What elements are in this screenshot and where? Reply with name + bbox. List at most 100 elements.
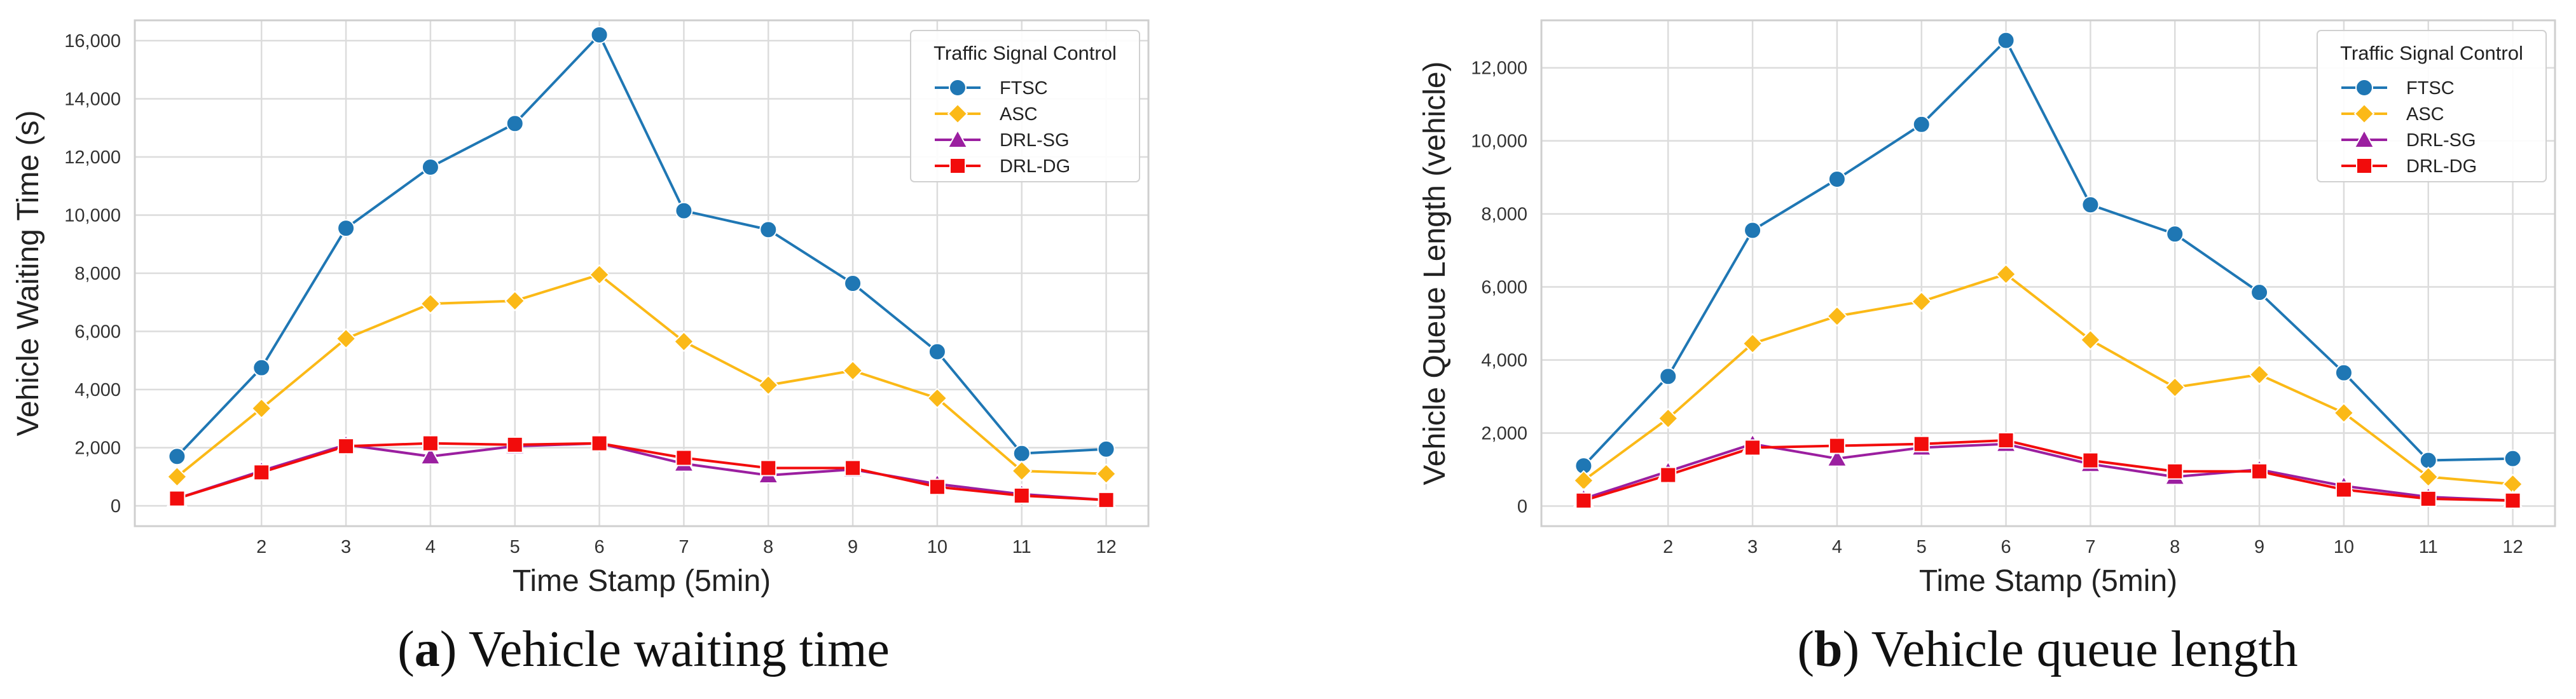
chart-a-y-tick-label: 12,000 bbox=[64, 147, 121, 168]
chart-a-point-ftsc bbox=[675, 203, 692, 219]
chart-a-y-tick-label: 2,000 bbox=[74, 438, 121, 458]
chart-b-point-ftsc bbox=[1744, 222, 1761, 238]
chart-b-legend-marker-ftsc bbox=[2356, 79, 2373, 96]
chart-b-x-tick-label: 2 bbox=[1663, 537, 1673, 557]
chart-a-x-tick-label: 10 bbox=[927, 537, 947, 557]
chart-b-point-ftsc bbox=[2336, 365, 2352, 381]
chart-a-point-drl-dg bbox=[676, 450, 691, 465]
chart-a-legend-marker-ftsc bbox=[949, 79, 966, 96]
chart-a-point-drl-dg bbox=[507, 437, 523, 452]
chart-a-x-tick-label: 4 bbox=[425, 537, 436, 557]
chart-a-y-tick-label: 4,000 bbox=[74, 380, 121, 400]
chart-b-x-tick-label: 3 bbox=[1747, 537, 1758, 557]
chart-a-y-tick-label: 14,000 bbox=[64, 90, 121, 110]
chart-a-point-ftsc bbox=[929, 344, 946, 360]
chart-b-legend-entry-drl-sg: DRL-SG bbox=[2406, 130, 2476, 151]
chart-b-point-ftsc bbox=[2166, 226, 2183, 242]
chart-a-x-tick-label: 5 bbox=[510, 537, 520, 557]
chart-a-caption-paren-open: ( bbox=[397, 621, 415, 677]
chart-a-legend-entry-ftsc: FTSC bbox=[1000, 78, 1048, 98]
chart-b-point-drl-dg bbox=[2167, 464, 2182, 479]
chart-b-caption-paren-close: ) bbox=[1843, 621, 1860, 677]
chart-a-caption-text: Vehicle waiting time bbox=[457, 621, 890, 677]
chart-b-point-ftsc bbox=[2251, 284, 2268, 301]
chart-b-point-ftsc bbox=[1998, 32, 2015, 49]
chart-a-y-tick-label: 6,000 bbox=[74, 322, 121, 342]
chart-a-y-axis-label: Vehicle Waiting Time (s) bbox=[11, 110, 45, 436]
chart-b-point-drl-dg bbox=[2505, 493, 2521, 508]
chart-a-point-drl-dg bbox=[592, 436, 607, 451]
chart-a-x-tick-label: 7 bbox=[678, 537, 689, 557]
chart-a-point-drl-dg bbox=[1099, 492, 1114, 508]
chart-b-y-axis-label: Vehicle Queue Length (vehicle) bbox=[1418, 61, 1452, 485]
chart-a-point-ftsc bbox=[507, 115, 523, 132]
chart-b-point-drl-dg bbox=[1829, 438, 1845, 454]
chart-a-x-axis-label: Time Stamp (5min) bbox=[513, 564, 771, 598]
chart-b-x-tick-label: 12 bbox=[2502, 537, 2523, 557]
chart-a-y-tick-label: 10,000 bbox=[64, 206, 121, 226]
chart-b-point-ftsc bbox=[2420, 452, 2437, 469]
chart-a-point-ftsc bbox=[1014, 445, 1030, 462]
chart-a-point-ftsc bbox=[422, 159, 439, 175]
chart-a-point-drl-dg bbox=[338, 438, 354, 454]
chart-a-point-ftsc bbox=[253, 360, 270, 376]
chart-b-x-tick-label: 8 bbox=[2170, 537, 2180, 557]
chart-a-point-drl-dg bbox=[254, 465, 269, 480]
chart-a-x-tick-label: 12 bbox=[1096, 537, 1116, 557]
chart-b-y-tick-label: 12,000 bbox=[1471, 58, 1527, 79]
chart-a-x-tick-label: 2 bbox=[256, 537, 266, 557]
chart-a-x-tick-label: 9 bbox=[848, 537, 858, 557]
chart-a-x-tick-label: 3 bbox=[341, 537, 351, 557]
chart-b-y-tick-label: 4,000 bbox=[1481, 350, 1527, 370]
chart-a-caption: (a) Vehicle waiting time bbox=[397, 621, 890, 677]
chart-b-point-drl-dg bbox=[2252, 464, 2267, 479]
chart-a-point-drl-dg bbox=[423, 436, 438, 451]
chart-b-point-ftsc bbox=[1660, 368, 1676, 384]
chart-a-point-ftsc bbox=[844, 275, 861, 292]
chart-b-legend-title: Traffic Signal Control bbox=[2340, 42, 2523, 64]
chart-b-legend-entry-drl-dg: DRL-DG bbox=[2406, 156, 2477, 177]
chart-a-point-drl-dg bbox=[930, 479, 945, 494]
chart-b-y-tick-label: 10,000 bbox=[1471, 132, 1527, 152]
chart-a-legend-entry-asc: ASC bbox=[1000, 104, 1038, 125]
chart-a-point-drl-dg bbox=[1014, 488, 1030, 503]
chart-b-y-tick-label: 0 bbox=[1517, 496, 1527, 517]
chart-a-x-tick-label: 8 bbox=[763, 537, 773, 557]
chart-a-x-tick-label: 6 bbox=[595, 537, 605, 557]
chart-b-point-ftsc bbox=[1829, 171, 1845, 187]
chart-a-point-ftsc bbox=[338, 220, 354, 236]
chart-b-x-tick-label: 6 bbox=[2001, 537, 2011, 557]
chart-b-point-drl-dg bbox=[2083, 453, 2098, 468]
chart-a-legend: Traffic Signal Control FTSC ASC DRL-SG DRL-D… bbox=[911, 31, 1140, 182]
chart-b-x-axis-label: Time Stamp (5min) bbox=[1919, 564, 2177, 598]
chart-b-point-drl-dg bbox=[1914, 437, 1929, 452]
chart-b-point-ftsc bbox=[1913, 116, 1930, 133]
chart-b-legend-entry-ftsc: FTSC bbox=[2406, 78, 2455, 98]
chart-a-point-ftsc bbox=[1098, 441, 1115, 458]
chart-a-caption-letter: a bbox=[415, 621, 440, 677]
chart-a-point-drl-dg bbox=[761, 461, 776, 476]
chart-b-x-tick-label: 9 bbox=[2254, 537, 2264, 557]
chart-a-y-tick-label: 0 bbox=[111, 496, 121, 517]
chart-b-point-ftsc bbox=[2082, 196, 2098, 213]
chart-a-x-tick-label: 11 bbox=[1012, 537, 1031, 557]
chart-b-legend-entry-asc: ASC bbox=[2406, 104, 2444, 125]
chart-a-point-drl-dg bbox=[169, 491, 184, 506]
chart-a-legend-title: Traffic Signal Control bbox=[933, 42, 1117, 64]
chart-a-legend-entry-drl-sg: DRL-SG bbox=[1000, 130, 1070, 151]
chart-a-point-ftsc bbox=[760, 221, 776, 238]
figure: 2 3 4 5 6 7 8 9 10 11 12 0 2,000 4,000 6,000 8,000 10,00… bbox=[0, 0, 2576, 696]
chart-b-x-tick-label: 7 bbox=[2085, 537, 2095, 557]
chart-b-x-tick-label: 11 bbox=[2419, 537, 2438, 557]
chart-a-y-tick-label: 16,000 bbox=[64, 31, 121, 51]
chart-b-caption-letter: b bbox=[1814, 621, 1843, 677]
chart-b-caption: (b) Vehicle queue length bbox=[1797, 621, 2297, 677]
chart-b-x-tick-label: 10 bbox=[2334, 537, 2354, 557]
chart-a-legend-marker-drl-dg bbox=[950, 158, 965, 173]
chart-b-y-tick-label: 6,000 bbox=[1481, 278, 1527, 298]
chart-a-y-tick-label: 8,000 bbox=[74, 264, 121, 284]
chart-a-point-drl-dg bbox=[845, 461, 860, 476]
chart-a: 2 3 4 5 6 7 8 9 10 11 12 0 2,000 4,000 6,000 8,000 10,00… bbox=[11, 20, 1148, 677]
chart-a-point-ftsc bbox=[169, 448, 185, 465]
chart-b-y-tick-label: 8,000 bbox=[1481, 205, 1527, 225]
